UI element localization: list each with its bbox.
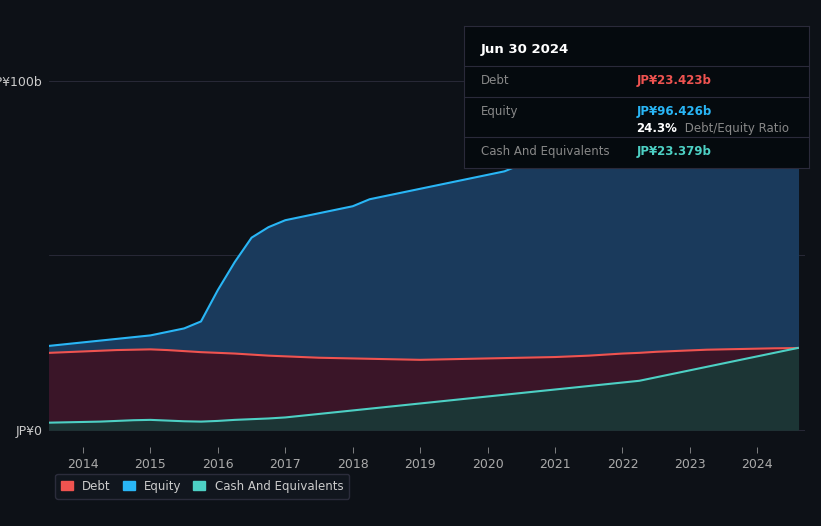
- Text: JP¥96.426b: JP¥96.426b: [636, 105, 712, 118]
- Text: Debt: Debt: [481, 74, 510, 87]
- Text: JP¥23.379b: JP¥23.379b: [636, 145, 711, 158]
- Text: Jun 30 2024: Jun 30 2024: [481, 43, 569, 56]
- Text: Cash And Equivalents: Cash And Equivalents: [481, 145, 610, 158]
- Text: Debt/Equity Ratio: Debt/Equity Ratio: [681, 122, 789, 135]
- Text: Equity: Equity: [481, 105, 519, 118]
- Text: JP¥23.423b: JP¥23.423b: [636, 74, 711, 87]
- Legend: Debt, Equity, Cash And Equivalents: Debt, Equity, Cash And Equivalents: [55, 474, 349, 499]
- Text: 24.3%: 24.3%: [636, 122, 677, 135]
